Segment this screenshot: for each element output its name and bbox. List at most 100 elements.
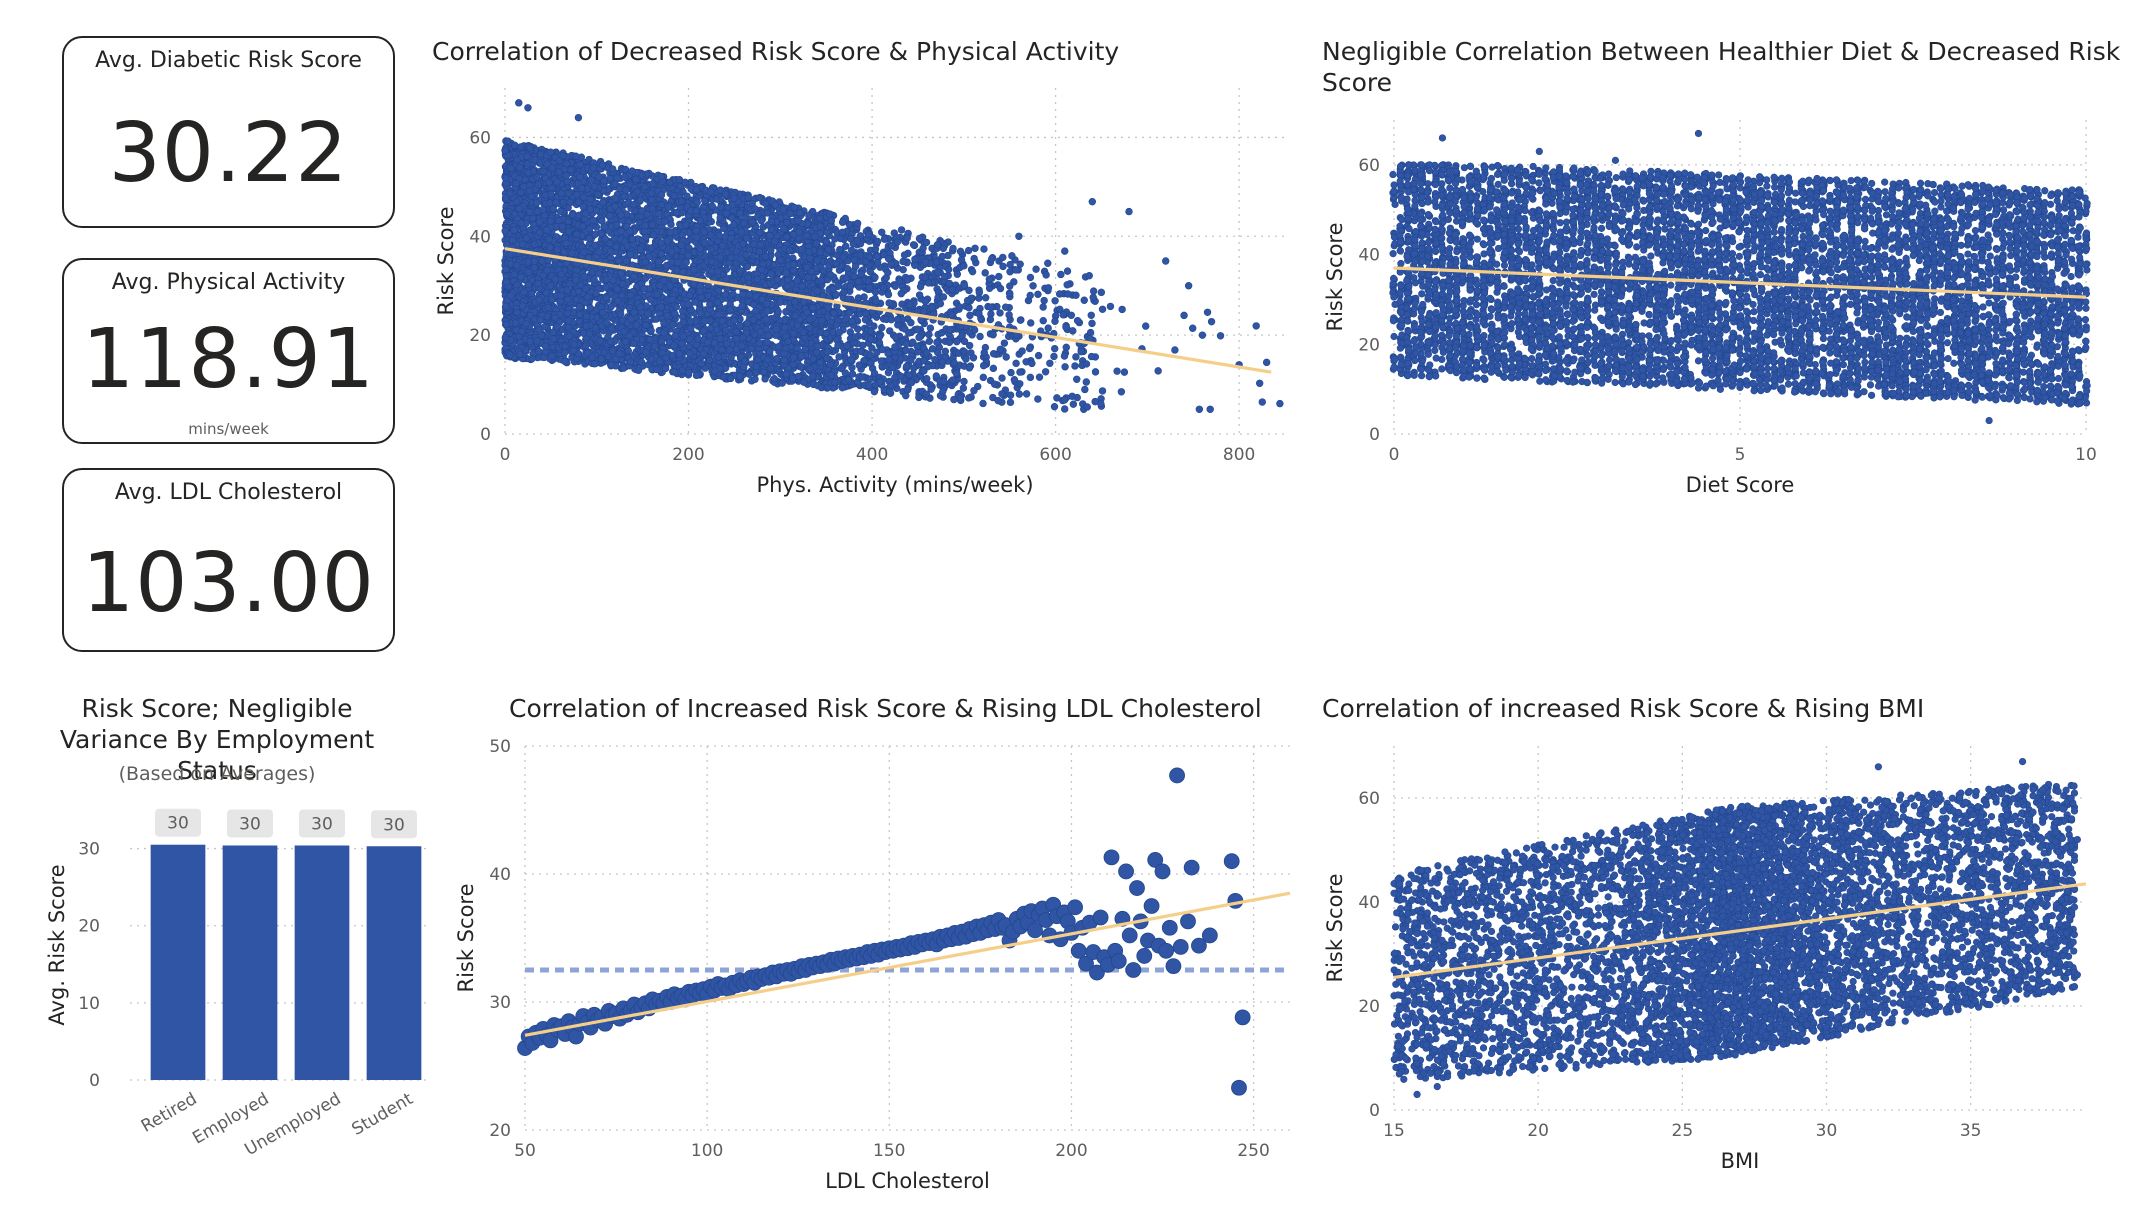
data-point [781,226,788,233]
data-point [698,360,705,367]
data-point [594,191,601,198]
data-point [752,376,759,383]
x-tick-label: 600 [1039,445,1071,465]
data-point [669,352,676,359]
data-point [781,350,788,357]
data-point [580,194,587,201]
data-point [764,339,771,346]
data-point [592,231,599,238]
data-point [674,267,681,274]
data-point [591,183,598,190]
data-point [767,247,774,254]
data-point [751,241,758,248]
data-point [802,346,809,353]
data-point [718,204,725,211]
data-point [565,317,572,324]
data-point [817,359,824,366]
data-point [563,172,570,179]
x-tick-label: 800 [1223,445,1255,465]
data-point [694,234,701,241]
data-point [608,326,615,333]
data-point [618,212,625,219]
data-point [687,350,694,357]
data-point [723,340,730,347]
data-point [733,346,740,353]
data-point [503,278,510,285]
data-point [536,229,543,236]
data-point [621,193,628,200]
y-tick-label: 0 [480,425,491,445]
data-point [547,218,554,225]
data-point [611,235,618,242]
data-point [662,365,669,372]
data-point [706,357,713,364]
data-point [616,185,623,192]
data-point [614,174,621,181]
data-point [554,246,561,253]
data-point [672,332,679,339]
data-point [676,322,683,329]
data-point [658,250,665,257]
data-point [817,249,824,256]
data-point [612,195,619,202]
data-point [727,306,734,313]
data-point [676,351,683,358]
x-tick-label: 200 [672,445,704,465]
data-point [537,316,544,323]
data-point [518,274,525,281]
data-point [803,232,810,239]
data-point [701,239,708,246]
y-axis-title: Risk Score [434,206,458,315]
data-point [690,266,697,273]
data-point [790,354,797,361]
data-point [576,303,583,310]
data-point [773,326,780,333]
x-tick-label: 400 [856,445,888,465]
data-point [602,284,609,291]
data-point [774,276,781,283]
data-point [722,291,729,298]
data-point [663,262,670,269]
data-point [660,277,667,284]
y-tick-label: 20 [469,326,491,346]
data-point [760,369,767,376]
data-point [730,291,737,298]
data-point [511,227,518,234]
data-point [745,194,752,201]
data-point [540,272,547,279]
data-point [580,203,587,210]
data-point [794,345,801,352]
data-point [587,305,594,312]
data-point [671,369,678,376]
data-point [519,241,526,248]
data-point [533,199,540,206]
data-point [603,319,610,326]
data-point [684,301,691,308]
data-point [756,340,763,347]
data-point [740,240,747,247]
data-point [535,348,542,355]
data-point [569,211,576,218]
data-point [502,227,509,234]
data-point [748,345,755,352]
data-point [728,235,735,242]
data-point [805,212,812,219]
data-point [607,338,614,345]
data-point [693,372,700,379]
data-point [529,355,536,362]
data-point [548,296,555,303]
data-point [514,309,521,316]
x-tick-label: 0 [500,445,511,465]
data-point [728,354,735,361]
data-point [546,236,553,243]
y-tick-label: 40 [469,227,491,247]
data-point [740,364,747,371]
data-point [658,304,665,311]
data-point [579,223,586,230]
data-point [731,317,738,324]
data-point [514,156,521,163]
data-point [684,193,691,200]
data-point [771,375,778,382]
